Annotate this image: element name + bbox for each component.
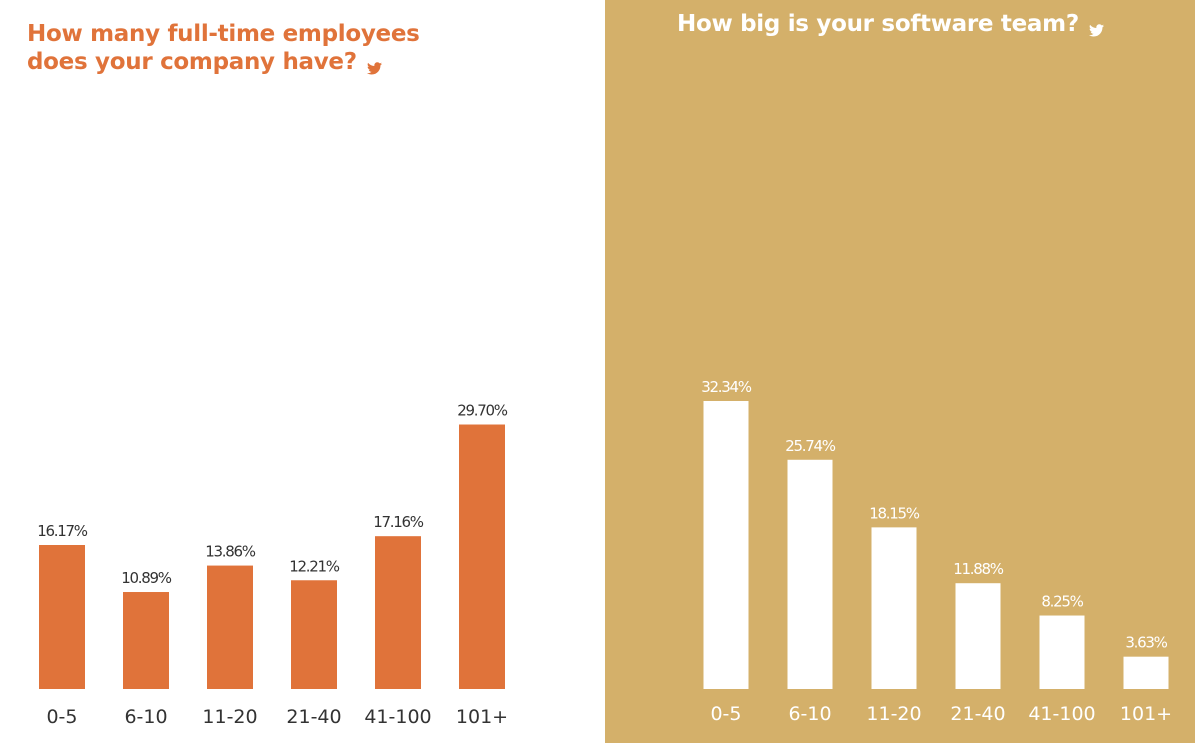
bar-11-20 xyxy=(207,565,253,689)
software-team-panel: 32.34% 0-5 25.74% 6-10 18.15% 11-20 11.88% 21-4… xyxy=(605,0,1195,743)
bar-41-100 xyxy=(1039,615,1085,689)
company-size-title-line-1: How many full-time employees xyxy=(27,21,420,47)
software-team-chart: 32.34% 0-5 25.74% 6-10 18.15% 11-20 11.88% 21-4… xyxy=(701,378,1172,725)
software-team-title: How big is your software team? xyxy=(677,10,1187,38)
bar-21-40 xyxy=(955,583,1001,689)
category-label: 101+ xyxy=(1120,703,1172,725)
value-label: 11.88% xyxy=(953,560,1003,578)
value-label: 8.25% xyxy=(1041,593,1083,611)
value-label: 13.86% xyxy=(205,543,255,561)
company-size-chart: 16.17% 0-5 10.89% 6-10 13.86% 11-20 12.21% 21-4… xyxy=(37,402,509,728)
category-label: 101+ xyxy=(456,706,508,728)
bar-0-5 xyxy=(703,401,749,689)
value-label: 18.15% xyxy=(869,504,919,522)
value-label: 10.89% xyxy=(121,569,171,587)
software-team-title-line-1: How big is your software team? xyxy=(677,11,1079,37)
bar-101+ xyxy=(1123,656,1169,689)
category-label: 21-40 xyxy=(950,703,1005,725)
bar-6-10 xyxy=(123,592,169,689)
bar-6-10 xyxy=(787,459,833,689)
value-label: 16.17% xyxy=(37,522,87,540)
category-label: 11-20 xyxy=(866,703,921,725)
bar-0-5 xyxy=(39,545,85,689)
twitter-icon[interactable] xyxy=(1088,16,1104,37)
category-label: 11-20 xyxy=(202,706,257,728)
bar-21-40 xyxy=(291,580,337,689)
value-label: 25.74% xyxy=(785,437,835,455)
category-label: 6-10 xyxy=(124,706,167,728)
value-label: 3.63% xyxy=(1125,634,1167,652)
category-label: 0-5 xyxy=(46,706,77,728)
category-label: 21-40 xyxy=(286,706,341,728)
company-size-title: How many full-time employees does your c… xyxy=(27,20,567,76)
twitter-icon[interactable] xyxy=(366,54,382,75)
bar-101+ xyxy=(459,424,505,689)
value-label: 32.34% xyxy=(701,378,751,396)
company-size-title-line-2: does your company have? xyxy=(27,49,357,75)
value-label: 12.21% xyxy=(289,557,339,575)
bar-41-100 xyxy=(375,536,421,689)
category-label: 41-100 xyxy=(1028,703,1095,725)
category-label: 41-100 xyxy=(364,706,431,728)
value-label: 17.16% xyxy=(373,513,423,531)
value-label: 29.70% xyxy=(457,402,507,420)
category-label: 6-10 xyxy=(788,703,831,725)
bar-11-20 xyxy=(871,527,917,689)
company-size-panel: 16.17% 0-5 10.89% 6-10 13.86% 11-20 12.21% 21-4… xyxy=(27,20,567,728)
category-label: 0-5 xyxy=(710,703,741,725)
